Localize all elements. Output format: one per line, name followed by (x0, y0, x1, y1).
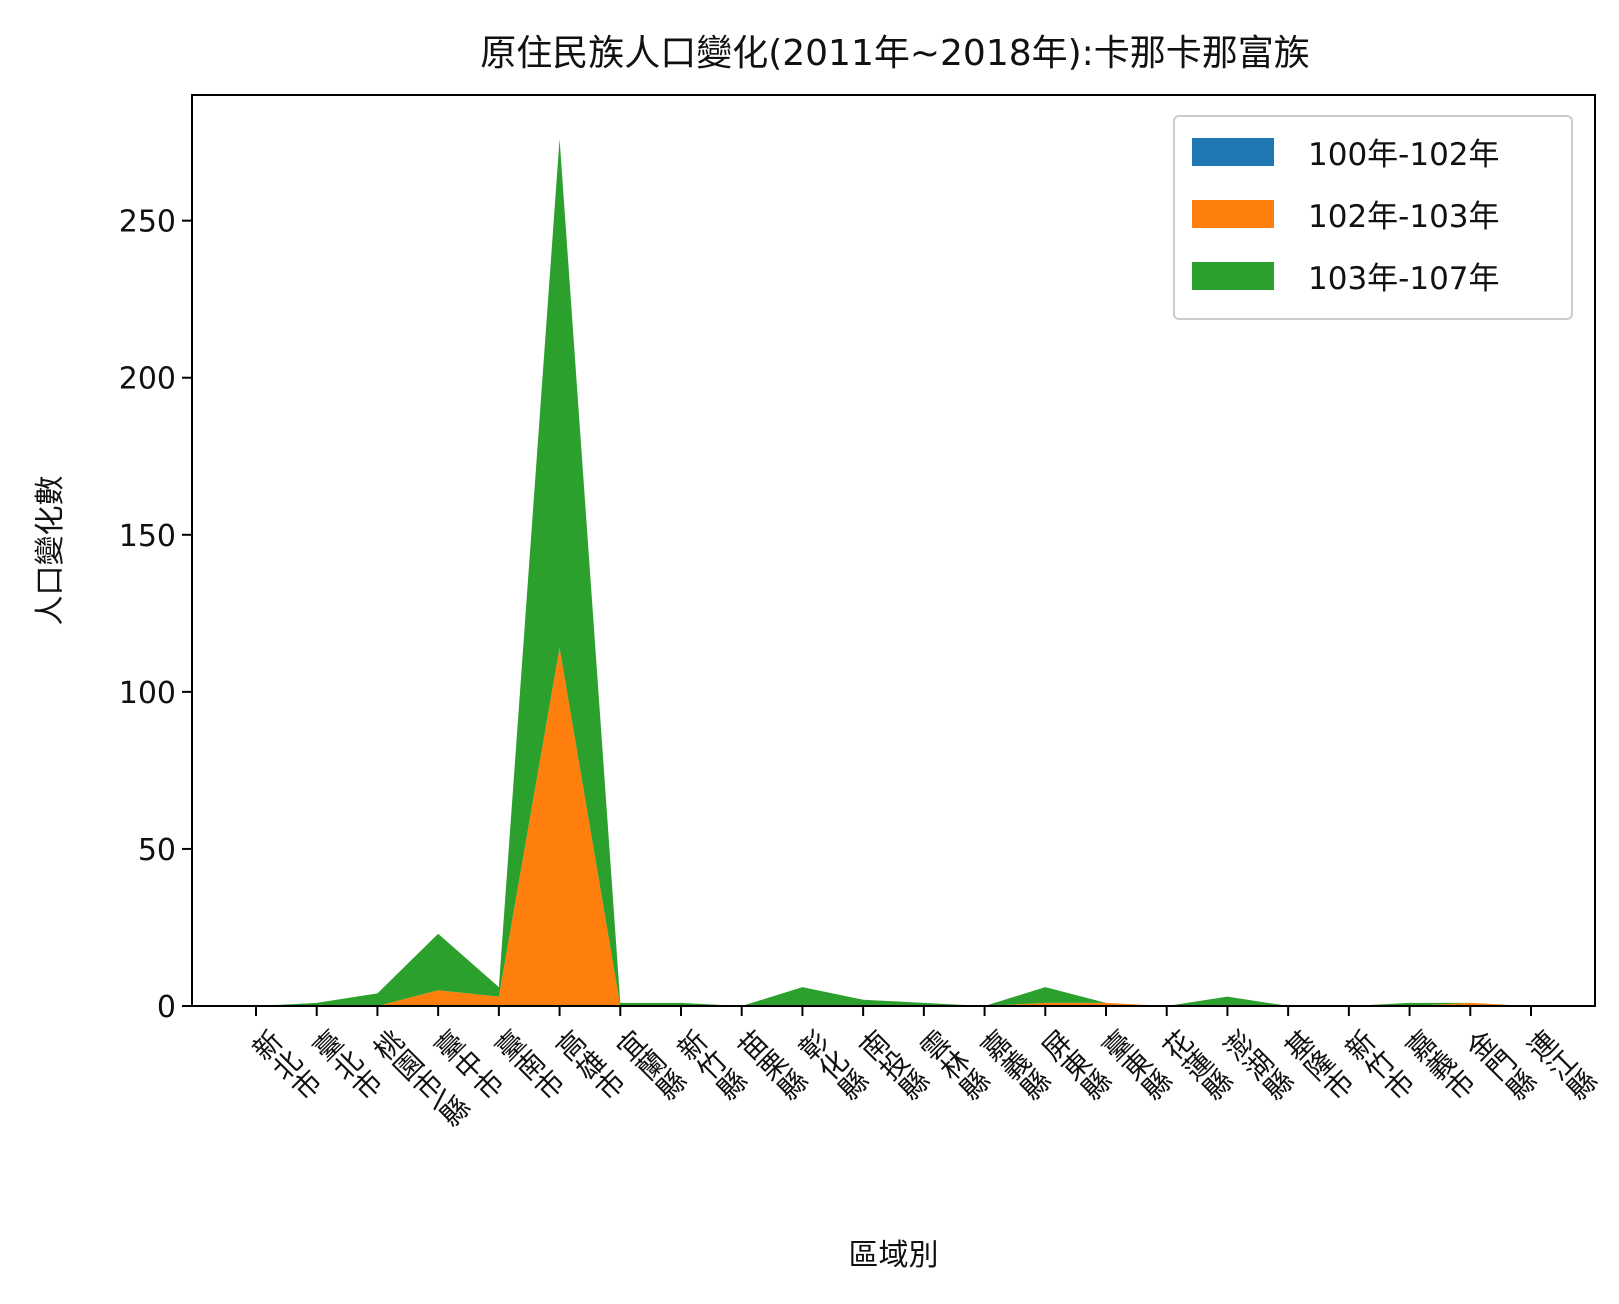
x-tick-label: 連江縣 (1519, 1024, 1602, 1107)
x-tick-label-text: 基隆市 (1276, 1024, 1359, 1107)
x-tick-label-text: 苗栗縣 (730, 1024, 813, 1107)
x-tick-label: 澎湖縣 (1216, 1024, 1299, 1107)
legend-swatch (1192, 138, 1274, 166)
x-tick-label-text: 嘉義市 (1398, 1024, 1481, 1107)
x-tick-label: 臺北市 (305, 1024, 388, 1107)
x-tick-label: 南投縣 (851, 1024, 934, 1107)
x-tick-label-text: 金門縣 (1458, 1024, 1541, 1107)
x-tick-label-text: 花蓮縣 (1155, 1024, 1238, 1107)
area-series-2 (256, 647, 1531, 1006)
y-tick-label: 0 (157, 990, 176, 1025)
legend: 100年-102年 102年-103年 103年-107年 (1173, 115, 1573, 320)
x-tick-label: 花蓮縣 (1155, 1024, 1238, 1107)
x-tick-label-text: 新竹市 (1337, 1024, 1420, 1107)
area-series-3 (256, 138, 1531, 1006)
x-tick-label: 新北市 (244, 1024, 327, 1107)
x-tick-label: 新竹市 (1337, 1024, 1420, 1107)
x-tick-label: 苗栗縣 (730, 1024, 813, 1107)
x-tick-label-text: 臺北市 (305, 1024, 388, 1107)
x-tick-label: 嘉義市 (1398, 1024, 1481, 1107)
x-axis: 新北市臺北市桃園市\縣臺中市臺南市高雄市宜蘭縣新竹縣苗栗縣彰化縣南投縣雲林縣嘉義… (244, 1006, 1602, 1134)
x-tick-label-text: 彰化縣 (791, 1024, 874, 1107)
x-tick-label-text: 嘉義縣 (973, 1024, 1056, 1107)
y-tick-label: 150 (119, 519, 176, 554)
legend-entry-label: 103年-107年 (1308, 261, 1500, 297)
y-tick-label: 250 (119, 205, 176, 240)
x-tick-label: 新竹縣 (669, 1024, 752, 1107)
x-tick-label-text: 南投縣 (851, 1024, 934, 1107)
legend-swatch (1192, 200, 1274, 228)
x-axis-label: 區域別 (849, 1238, 939, 1273)
x-tick-label-text: 高雄市 (548, 1024, 631, 1107)
x-tick-label-text: 新北市 (244, 1024, 327, 1107)
y-axis-label: 人口變化數 (33, 476, 68, 626)
y-axis: 0 50 100 150 200 250 (119, 205, 192, 1025)
x-tick-label: 基隆市 (1276, 1024, 1359, 1107)
y-tick-label: 50 (138, 833, 176, 868)
x-tick-label: 臺東縣 (1094, 1024, 1177, 1107)
x-tick-label: 高雄市 (548, 1024, 631, 1107)
legend-entry-label: 102年-103年 (1308, 199, 1500, 235)
x-tick-label: 彰化縣 (791, 1024, 874, 1107)
y-tick-label: 100 (119, 676, 176, 711)
y-tick-label: 200 (119, 362, 176, 397)
x-tick-label-text: 連江縣 (1519, 1024, 1602, 1107)
x-tick-label-text: 澎湖縣 (1216, 1024, 1299, 1107)
legend-swatch (1192, 262, 1274, 290)
x-tick-label: 金門縣 (1458, 1024, 1541, 1107)
legend-entry-label: 100年-102年 (1308, 137, 1500, 173)
x-tick-label-text: 新竹縣 (669, 1024, 752, 1107)
chart-title: 原住民族人口變化(2011年~2018年):卡那卡那富族 (480, 33, 1310, 74)
x-tick-label: 嘉義縣 (973, 1024, 1056, 1107)
area-series-group (256, 138, 1531, 1006)
x-tick-label: 宜蘭縣 (608, 1024, 691, 1107)
x-tick-label-text: 宜蘭縣 (608, 1024, 691, 1107)
x-tick-label-text: 臺東縣 (1094, 1024, 1177, 1107)
x-tick-label-text: 臺南市 (487, 1024, 570, 1107)
x-tick-label: 臺南市 (487, 1024, 570, 1107)
plot-frame (191, 94, 1596, 1007)
